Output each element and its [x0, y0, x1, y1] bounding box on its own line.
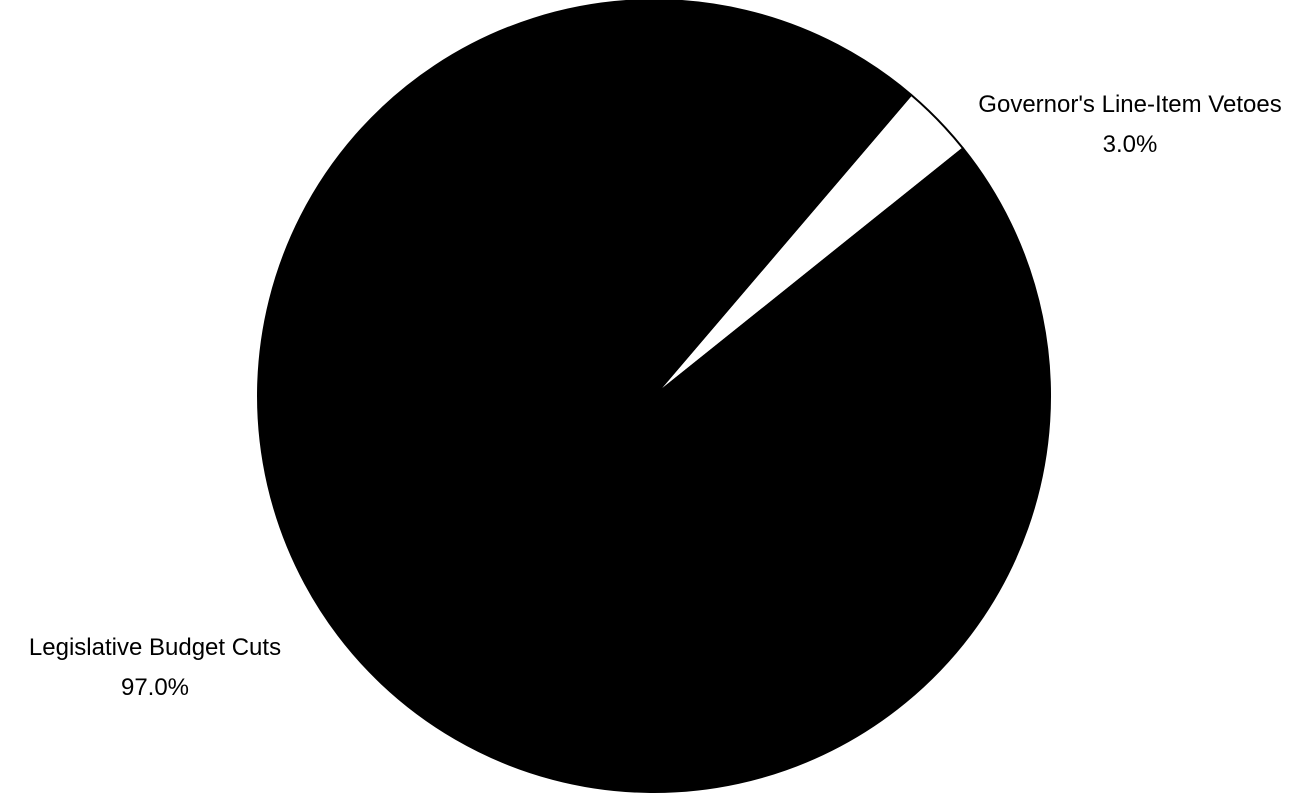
slice-percent-governors-vetoes: 3.0% — [1103, 131, 1158, 158]
slice-label-legislative-cuts: Legislative Budget Cuts — [29, 634, 281, 661]
slice-label-governors-vetoes: Governor's Line-Item Vetoes — [978, 91, 1281, 118]
slice-percent-legislative-cuts: 97.0% — [121, 674, 189, 701]
pie-slices — [257, 0, 1052, 794]
pie-slice-legislative-cuts — [257, 0, 1052, 794]
pie-labels: Governor's Line-Item Vetoes 3.0% Legisla… — [29, 91, 1282, 701]
